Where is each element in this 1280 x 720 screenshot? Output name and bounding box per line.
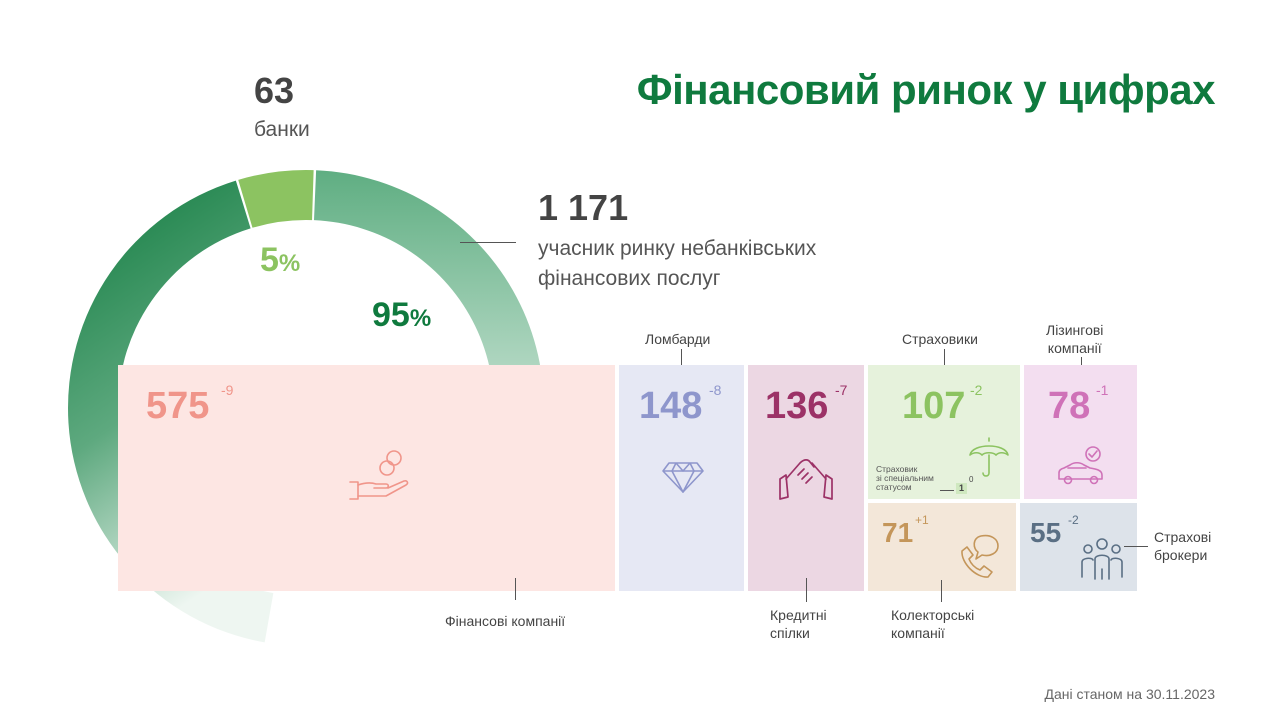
credit-unions-change: -7 [835,382,848,398]
banks-count: 63 [254,70,295,111]
cell-collectors: 71 +1 [868,503,1016,591]
pawnshops-value: 148 [639,385,703,427]
special-insurer-line1: Страховик [876,464,918,474]
special-insurer-line3: статусом [876,482,912,492]
insurers-value: 107 [902,385,966,427]
diamond-icon [662,462,704,493]
page-title: Фінансовий ринок у цифрах [636,66,1216,113]
leasing-label-line1: Лізингові [1046,322,1104,338]
brokers-change: -2 [1068,513,1079,527]
leasing-leader-line [1081,357,1082,365]
non-bank-count: 1 171 [538,187,629,228]
finance-change: -9 [221,382,234,398]
insurers-change: -2 [970,382,983,398]
brokers-label-line1: Страхові [1154,529,1212,545]
insurers-leader-line [944,349,945,365]
car-check-icon [1058,446,1103,485]
handshake-icon [779,459,833,500]
umbrella-icon [969,437,1009,477]
brokers-value: 55 [1030,517,1062,548]
cell-pawnshops: 148 -8 [619,365,744,591]
special-insurer-line2: зі спеціальним [876,473,934,483]
collectors-label-line2: компанії [891,625,945,641]
collectors-label: Колекторські компанії [891,606,974,642]
phone-chat-icon [961,534,999,578]
hand-coins-icon [349,450,409,500]
brokers-label: Страхові брокери [1154,528,1211,564]
leasing-change: -1 [1096,382,1109,398]
special-insurer-value: 1 [956,483,967,494]
cell-finance-companies: 575 -9 [118,365,615,591]
brokers-leader-line [1124,546,1148,547]
data-date-note: Дані станом на 30.11.2023 [1044,686,1215,702]
special-insurer-change: 0 [969,475,974,484]
special-insurer-label: Страховик зі спеціальним статусом [876,465,934,492]
leasing-label-line2: компанії [1047,340,1102,356]
credit-unions-label: Кредитні спілки [770,606,827,642]
pawnshops-label: Ломбарди [645,331,711,347]
non-bank-label-line1: учасник ринку небанківських [538,237,817,260]
finance-label: Фінансові компанії [445,613,566,629]
cell-brokers: 55 -2 [1020,503,1137,591]
insurers-label: Страховики [902,331,978,347]
collectors-value: 71 [882,517,914,548]
brokers-label-line2: брокери [1154,547,1208,563]
finance-value: 575 [146,385,210,427]
pawnshops-leader-line [681,349,682,365]
banks-share-percent: 5% [260,241,301,279]
ring-segment-banks [238,170,314,228]
collectors-change: +1 [915,513,929,527]
banks-label: банки [254,118,310,141]
collectors-leader-line [941,580,942,602]
leasing-label: Лізингові компанії [1046,321,1103,357]
credit-unions-label-line2: спілки [770,625,810,641]
credit-unions-label-line1: Кредитні [770,607,827,623]
pawnshops-change: -8 [709,382,722,398]
non-bank-share-percent: 95% [372,296,432,334]
non-bank-label-line2: фінансових послуг [538,267,721,290]
cell-leasing: 78 -1 [1024,365,1137,499]
non-bank-label: учасник ринку небанківських фінансових п… [538,234,918,294]
cell-credit-unions: 136 -7 [748,365,864,591]
credit-unions-leader-line [806,578,807,602]
people-group-icon [1081,538,1123,580]
leasing-value: 78 [1048,385,1091,427]
ring-segment-non-bank-right [313,170,545,535]
non-bank-leader-line [460,242,516,243]
finance-leader-line [515,578,516,600]
collectors-label-line1: Колекторські [891,607,975,623]
cell-insurers: 107 -2 Страховик зі спеціальним статусом… [868,365,1020,499]
credit-unions-value: 136 [765,385,829,427]
special-insurer-leader [940,490,954,491]
